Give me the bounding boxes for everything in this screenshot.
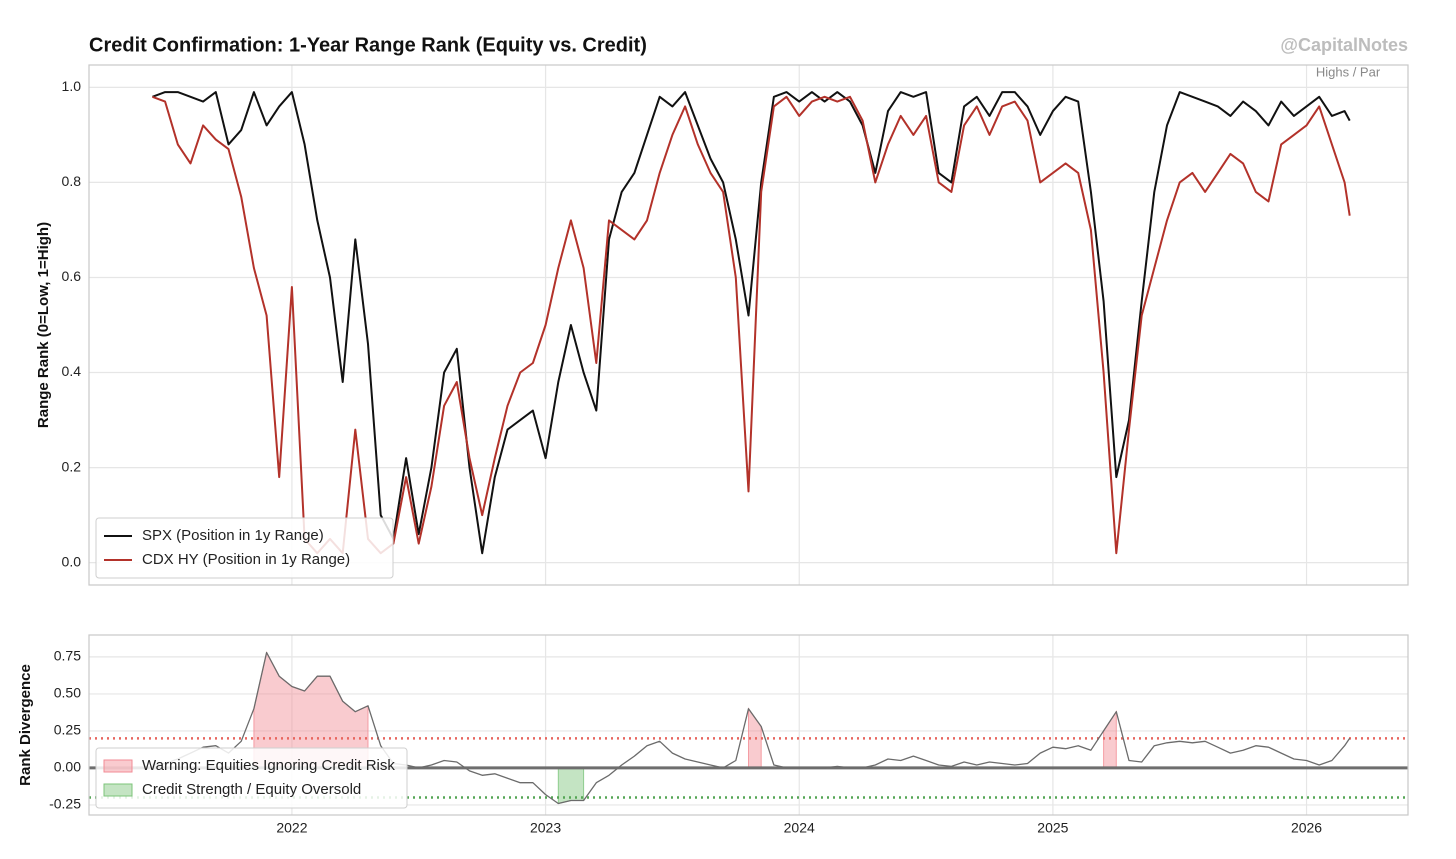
y-tick-label: 0.2 [62, 458, 82, 474]
annotation: Highs / Par [1316, 64, 1381, 79]
x-tick-label: 2024 [784, 820, 815, 836]
y-axis-label: Range Rank (0=Low, 1=High) [35, 222, 52, 428]
x-tick-label: 2023 [530, 820, 561, 836]
legend-label: SPX (Position in 1y Range) [142, 527, 324, 544]
x-tick-label: 2022 [276, 820, 307, 836]
chart-title: Credit Confirmation: 1-Year Range Rank (… [89, 34, 647, 56]
divergence-line [152, 651, 1351, 805]
x-tick-label: 2026 [1291, 820, 1322, 836]
plot-frame [88, 64, 1409, 586]
series-line [152, 91, 1351, 555]
y-tick-label: -0.25 [49, 796, 81, 812]
y-tick-label: 1.0 [62, 78, 82, 94]
x-tick-label: 2025 [1037, 820, 1068, 836]
legend-label: CDX HY (Position in 1y Range) [142, 551, 350, 568]
legend-label: Warning: Equities Ignoring Credit Risk [142, 757, 395, 774]
y-tick-label: 0.4 [62, 363, 82, 379]
plot-frame [88, 634, 1409, 816]
y-tick-label: 0.0 [62, 553, 82, 569]
watermark: @CapitalNotes [1280, 35, 1408, 55]
y-axis-label: Rank Divergence [17, 664, 34, 786]
legend-label: Credit Strength / Equity Oversold [142, 781, 361, 798]
legend-box [95, 747, 408, 809]
y-tick-label: 0.75 [54, 648, 81, 664]
y-tick-label: 0.50 [54, 685, 81, 701]
y-tick-label: 0.8 [62, 173, 82, 189]
series-line [152, 95, 1351, 555]
legend-swatch [103, 759, 133, 773]
y-tick-label: 0.25 [54, 722, 81, 738]
legend-swatch [103, 783, 133, 797]
legend-box [95, 517, 394, 579]
y-tick-label: 0.6 [62, 268, 82, 284]
y-tick-label: 0.00 [54, 759, 81, 775]
